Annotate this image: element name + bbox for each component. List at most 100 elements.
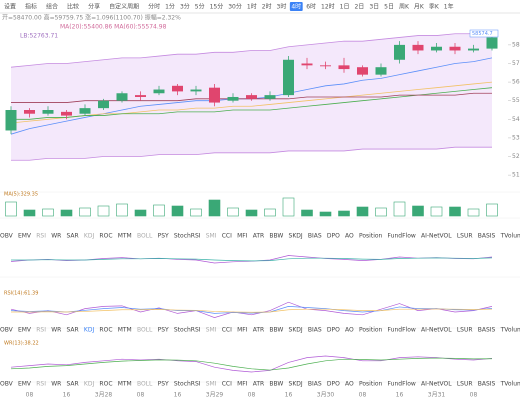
indicator-tab[interactable]: ROC xyxy=(99,381,112,388)
toolbar-item[interactable]: 30分 xyxy=(228,3,242,11)
indicator-tab[interactable]: SKDJ xyxy=(289,233,303,240)
indicator-tab[interactable]: WR xyxy=(51,233,61,240)
indicator-tab[interactable]: StochRSI xyxy=(174,233,201,240)
indicator-tab[interactable]: SAR xyxy=(67,233,79,240)
indicator-tab[interactable]: SAR xyxy=(67,327,79,334)
toolbar-item[interactable]: 3时 xyxy=(277,3,287,11)
indicator-tab[interactable]: BBW xyxy=(269,381,283,388)
toolbar-item[interactable]: 指标 xyxy=(25,3,37,11)
indicator-tab[interactable]: AO xyxy=(345,381,354,388)
indicator-tab[interactable]: AI-NetVOL xyxy=(421,233,452,240)
toolbar-item[interactable]: 季K xyxy=(429,3,440,11)
toolbar-item[interactable]: 周K xyxy=(399,4,410,11)
indicator-tab[interactable]: CCI xyxy=(222,327,232,334)
indicator-tab[interactable]: ATR xyxy=(253,233,264,240)
toolbar-item[interactable]: 分时 xyxy=(148,3,160,11)
indicator-tab[interactable]: MTM xyxy=(118,233,132,240)
toolbar-item[interactable]: 自定义周期 xyxy=(109,3,139,11)
indicator-tab[interactable]: EMV xyxy=(18,381,32,388)
toolbar-item[interactable]: 比较 xyxy=(67,3,79,11)
indicator-tab[interactable]: AI-NetVOL xyxy=(421,381,452,388)
indicator-tab[interactable]: KDJ xyxy=(84,381,95,388)
indicator-tab[interactable]: MTM xyxy=(118,327,132,334)
toolbar-item[interactable]: 3分 xyxy=(180,3,190,11)
indicator-tab[interactable]: WR xyxy=(51,381,61,388)
toolbar-item[interactable]: 1日 xyxy=(340,4,350,11)
indicator-tab[interactable]: BBW xyxy=(269,327,283,334)
toolbar-item[interactable]: 5日 xyxy=(384,4,394,11)
indicator-tab[interactable]: SMI xyxy=(206,233,217,240)
toolbar-item[interactable]: 4时 xyxy=(291,3,301,11)
indicator-tab[interactable]: EMV xyxy=(18,327,32,334)
indicator-tab[interactable]: ROC xyxy=(99,233,112,240)
indicator-tab[interactable]: ATR xyxy=(253,327,264,334)
toolbar-item[interactable]: 分享 xyxy=(88,3,100,11)
indicator-tab[interactable]: PSY xyxy=(158,233,169,240)
toolbar-item[interactable]: 设置 xyxy=(4,3,16,11)
indicator-tab[interactable]: EMV xyxy=(18,233,32,240)
indicator-tab[interactable]: LSUR xyxy=(457,327,473,334)
indicator-tab[interactable]: KDJ xyxy=(84,233,95,240)
indicator-tab[interactable]: BOLL xyxy=(137,233,153,240)
indicator-tab[interactable]: SKDJ xyxy=(289,381,303,388)
indicator-tab[interactable]: SAR xyxy=(67,381,79,388)
indicator-tab[interactable]: BIAS xyxy=(308,381,322,388)
indicator-tab[interactable]: BASIS xyxy=(478,381,496,388)
toolbar-item[interactable]: 组合 xyxy=(46,3,58,11)
indicator-tab[interactable]: StochRSI xyxy=(174,381,201,388)
indicator-tab[interactable]: RSI xyxy=(36,327,46,334)
toolbar-item[interactable]: 2日 xyxy=(354,4,364,11)
indicator-tab[interactable]: WR xyxy=(51,327,61,334)
indicator-tab[interactable]: BIAS xyxy=(308,233,322,240)
indicator-tab[interactable]: OBV xyxy=(0,381,14,388)
indicator-tab[interactable]: TVolume xyxy=(500,233,520,240)
toolbar-item[interactable]: 15分 xyxy=(210,3,224,11)
indicator-tab[interactable]: DPO xyxy=(327,381,340,388)
indicator-tab[interactable]: FundFlow xyxy=(388,233,416,240)
indicator-tab[interactable]: CCI xyxy=(222,381,232,388)
toolbar-item[interactable]: 6时 xyxy=(306,3,316,11)
indicator-tab[interactable]: MFI xyxy=(237,327,248,334)
indicator-tab[interactable]: FundFlow xyxy=(388,327,416,334)
indicator-tab[interactable]: StochRSI xyxy=(174,327,201,334)
indicator-tab[interactable]: TVolume xyxy=(500,381,520,388)
indicator-tab[interactable]: AO xyxy=(345,327,354,334)
indicator-tab[interactable]: DPO xyxy=(327,327,340,334)
indicator-tab[interactable]: ROC xyxy=(99,327,112,334)
indicator-tab[interactable]: OBV xyxy=(0,327,14,334)
indicator-tab[interactable]: BOLL xyxy=(137,381,153,388)
indicator-tab[interactable]: ATR xyxy=(253,381,264,388)
toolbar-item[interactable]: 5分 xyxy=(195,3,205,11)
indicator-tab[interactable]: Position xyxy=(359,233,383,240)
indicator-tab[interactable]: BASIS xyxy=(478,233,496,240)
indicator-tab[interactable]: BASIS xyxy=(478,327,496,334)
indicator-tab[interactable]: DPO xyxy=(327,233,340,240)
indicator-tab[interactable]: LSUR xyxy=(457,381,473,388)
toolbar-item[interactable]: 1分 xyxy=(165,3,175,11)
indicator-tab[interactable]: TVolume xyxy=(500,327,520,334)
toolbar-item[interactable]: 月K xyxy=(414,4,425,11)
indicator-tab[interactable]: AO xyxy=(345,233,354,240)
indicator-tab[interactable]: PSY xyxy=(158,327,169,334)
indicator-tab[interactable]: AI-NetVOL xyxy=(421,327,452,334)
toolbar-item[interactable]: 1时 xyxy=(247,3,257,11)
toolbar-item[interactable]: 3日 xyxy=(369,4,379,11)
indicator-tab[interactable]: Position xyxy=(359,381,383,388)
indicator-tab[interactable]: SMI xyxy=(206,327,217,334)
indicator-tab[interactable]: BOLL xyxy=(137,327,153,334)
toolbar-item[interactable]: 2时 xyxy=(262,3,272,11)
indicator-tab[interactable]: SMI xyxy=(206,381,217,388)
indicator-tab[interactable]: RSI xyxy=(36,233,46,240)
indicator-tab[interactable]: MFI xyxy=(237,233,248,240)
indicator-tab[interactable]: MFI xyxy=(237,381,248,388)
indicator-tab[interactable]: BIAS xyxy=(308,327,322,334)
indicator-tab[interactable]: KDJ xyxy=(84,327,95,334)
indicator-tab[interactable]: LSUR xyxy=(457,233,473,240)
toolbar-item[interactable]: 12时 xyxy=(321,3,335,11)
indicator-tab[interactable]: SKDJ xyxy=(289,327,303,334)
indicator-tab[interactable]: PSY xyxy=(158,381,169,388)
indicator-tab[interactable]: BBW xyxy=(269,233,283,240)
indicator-tab[interactable]: Position xyxy=(359,327,383,334)
indicator-tab[interactable]: CCI xyxy=(222,233,232,240)
indicator-tab[interactable]: RSI xyxy=(36,381,46,388)
